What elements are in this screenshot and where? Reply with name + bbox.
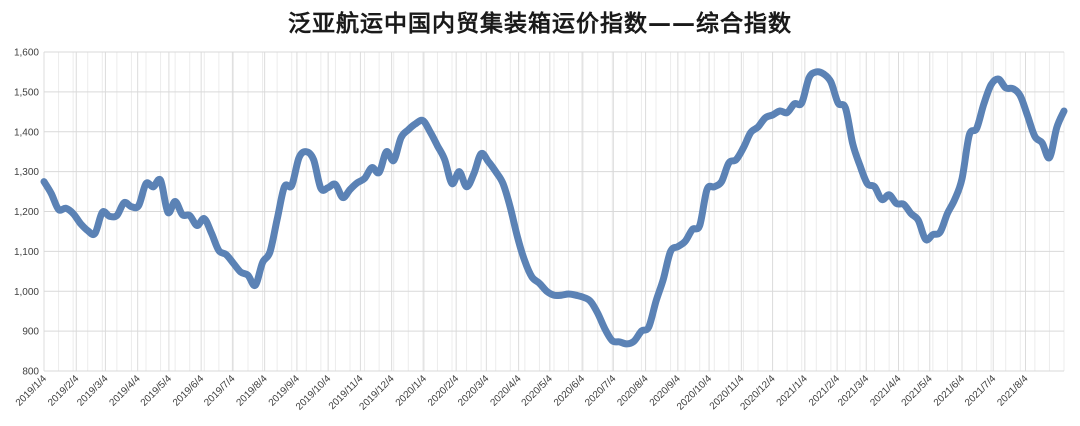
x-tick-label: 2019/10/4	[294, 373, 334, 413]
x-tick-label: 2019/12/4	[358, 373, 398, 413]
x-tick-label: 2019/5/4	[139, 373, 175, 409]
x-tick-label: 2019/3/4	[75, 373, 111, 409]
y-tick-label: 900	[22, 327, 39, 338]
x-tick-label: 2019/7/4	[202, 373, 238, 409]
series-layer	[40, 68, 1068, 348]
y-tick-label: 1,500	[14, 87, 39, 98]
y-tick-label: 1,600	[14, 48, 39, 59]
x-tick-label: 2019/1/4	[14, 373, 50, 409]
series-line	[40, 68, 1068, 348]
x-tick-label: 2020/1/4	[394, 373, 430, 409]
y-tick-label: 1,300	[14, 167, 39, 178]
x-tick-label: 2021/5/4	[900, 373, 936, 409]
x-tick-label: 2019/8/4	[234, 373, 270, 409]
x-tick-label: 2020/8/4	[615, 373, 651, 409]
horizontal-gridlines	[44, 51, 1064, 372]
y-tick-label: 800	[22, 367, 39, 378]
x-tick-label: 2021/1/4	[775, 373, 811, 409]
y-axis-ticks: 800 900 1,000 1,100 1,200 1,300 1,400 1,500 1,60…	[14, 48, 39, 378]
x-tick-label: 2020/5/4	[520, 373, 556, 409]
x-axis-ticks: 2019/1/42019/2/42019/3/42019/4/42019/5/4…	[14, 373, 1031, 413]
x-tick-label: 2020/7/4	[583, 373, 619, 409]
x-tick-label: 2019/6/4	[171, 373, 207, 409]
chart-title: 泛亚航运中国内贸集装箱运价指数——综合指数	[288, 11, 792, 37]
x-tick-label: 2020/10/4	[675, 373, 715, 413]
y-tick-label: 1,200	[14, 207, 39, 218]
x-tick-label: 2020/6/4	[552, 373, 588, 409]
x-tick-label: 2020/3/4	[456, 373, 492, 409]
y-tick-label: 1,400	[14, 127, 39, 138]
y-tick-label: 1,100	[14, 247, 39, 258]
x-tick-label: 2019/4/4	[107, 373, 143, 409]
x-tick-label: 2021/7/4	[963, 373, 999, 409]
x-tick-label: 2020/12/4	[738, 373, 778, 413]
x-tick-label: 2021/4/4	[868, 373, 904, 409]
x-tick-label: 2020/4/4	[488, 373, 524, 409]
y-tick-label: 1,000	[14, 287, 39, 298]
x-tick-label: 2021/6/4	[932, 373, 968, 409]
x-tick-label: 2020/2/4	[426, 373, 462, 409]
x-tick-label: 2021/3/4	[836, 373, 872, 409]
x-tick-label: 2021/8/4	[995, 373, 1031, 409]
